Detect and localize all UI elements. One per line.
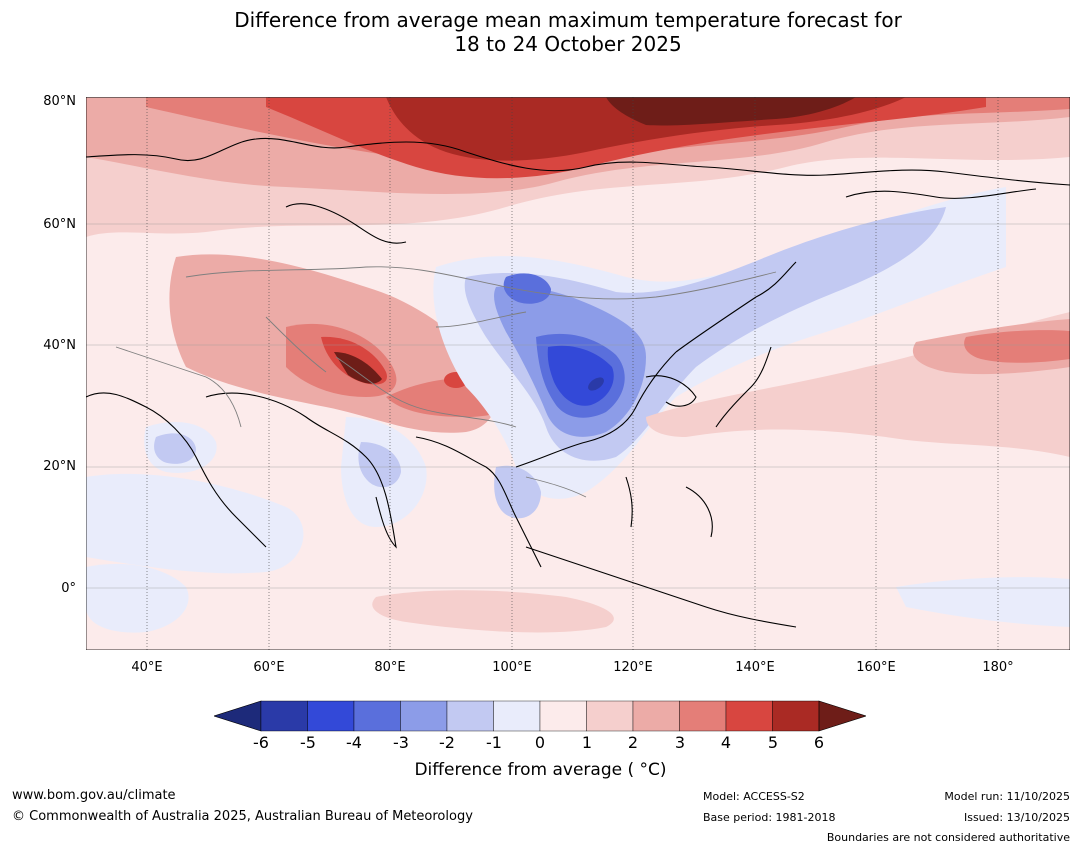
anomaly-cool-mongolia-1 bbox=[503, 273, 551, 304]
lat-label-0: 0° bbox=[61, 581, 76, 596]
lat-label-60n: 60°N bbox=[43, 217, 76, 232]
colorbar-tick-neg1: -1 bbox=[486, 733, 502, 752]
colorbar-tick-3: 3 bbox=[674, 733, 686, 752]
latitude-gridlines bbox=[86, 97, 1070, 589]
base-period: Base period: 1981-2018 bbox=[703, 811, 836, 824]
colorbar-label: Difference from average ( °C) bbox=[414, 760, 667, 780]
anomaly-cool-arabia-3 bbox=[86, 473, 304, 574]
title-line-2: 18 to 24 October 2025 bbox=[454, 32, 682, 56]
colorbar-bin-neg5 bbox=[260, 700, 308, 732]
longitude-gridlines bbox=[146, 97, 999, 650]
lon-label-80e: 80°E bbox=[374, 660, 406, 675]
colorbar-tick-neg4: -4 bbox=[346, 733, 362, 752]
lat-label-20n: 20°N bbox=[43, 459, 76, 474]
lon-label-140e: 140°E bbox=[735, 660, 775, 675]
anomaly-cool-equator-1 bbox=[896, 577, 1070, 627]
colorbar-bin-pos4 bbox=[725, 700, 773, 732]
issued-date: Issued: 13/10/2025 bbox=[963, 811, 1070, 824]
temperature-anomaly-map bbox=[86, 97, 1070, 650]
lon-label-180: 180° bbox=[982, 660, 1014, 675]
anomaly-cool-east-asia-6 bbox=[588, 377, 604, 391]
colorbar-tick-4: 4 bbox=[720, 733, 732, 752]
colorbar-tick-neg3: -3 bbox=[393, 733, 409, 752]
anomaly-cool-east-asia-5 bbox=[547, 345, 614, 406]
colorbar-extend-high bbox=[818, 700, 866, 732]
colorbar-tick-2: 2 bbox=[627, 733, 639, 752]
colorbar-tick-neg5: -5 bbox=[300, 733, 316, 752]
colorbar-tick-6: 6 bbox=[813, 733, 825, 752]
colorbar-bin-neg4 bbox=[307, 700, 355, 732]
anomaly-cool-india-2 bbox=[358, 442, 401, 488]
chart-title: Difference from average mean maximum tem… bbox=[0, 8, 1081, 56]
lon-label-120e: 120°E bbox=[613, 660, 653, 675]
colorbar-bin-neg3 bbox=[353, 700, 401, 732]
colorbar-bin-pos5 bbox=[772, 700, 820, 732]
lon-label-60e: 60°E bbox=[253, 660, 285, 675]
lon-label-160e: 160°E bbox=[856, 660, 896, 675]
model-run-date: Model run: 11/10/2025 bbox=[944, 790, 1070, 803]
lon-label-40e: 40°E bbox=[131, 660, 163, 675]
colorbar-bin-pos2 bbox=[632, 700, 680, 732]
anomaly-warm-equator-1 bbox=[372, 590, 614, 633]
colorbar-tick-5: 5 bbox=[767, 733, 779, 752]
anomaly-cool-equator-2 bbox=[86, 563, 189, 633]
coastlines bbox=[86, 137, 1070, 628]
colorbar-bin-neg1 bbox=[446, 700, 494, 732]
colorbar-bin-zero-pos bbox=[539, 700, 587, 732]
colorbar-bin-zero-neg bbox=[493, 700, 541, 732]
anomaly-warm-north-6 bbox=[606, 97, 856, 126]
colorbar-bin-pos1 bbox=[586, 700, 634, 732]
colorbar bbox=[214, 700, 866, 732]
colorbar-tick-neg2: -2 bbox=[439, 733, 455, 752]
country-borders bbox=[115, 266, 777, 498]
colorbar-tick-neg6: -6 bbox=[253, 733, 269, 752]
lat-label-40n: 40°N bbox=[43, 338, 76, 353]
lon-label-100e: 100°E bbox=[492, 660, 532, 675]
colorbar-extend-low bbox=[214, 700, 262, 732]
colorbar-bin-neg2 bbox=[400, 700, 448, 732]
colorbar-tick-1: 1 bbox=[581, 733, 593, 752]
copyright-notice: © Commonwealth of Australia 2025, Austra… bbox=[12, 809, 473, 824]
title-line-1: Difference from average mean maximum tem… bbox=[234, 8, 902, 32]
anomaly-warm-pacific-3 bbox=[964, 330, 1070, 363]
colorbar-bin-pos3 bbox=[679, 700, 727, 732]
colorbar-tick-0: 0 bbox=[534, 733, 546, 752]
website-link[interactable]: www.bom.gov.au/climate bbox=[12, 788, 176, 803]
model-name: Model: ACCESS-S2 bbox=[703, 790, 805, 803]
anomaly-warm-central-4 bbox=[334, 352, 382, 384]
anomaly-cool-indochina-1 bbox=[494, 465, 541, 519]
boundary-disclaimer: Boundaries are not considered authoritat… bbox=[826, 831, 1070, 844]
lat-label-80n: 80°N bbox=[43, 94, 76, 109]
